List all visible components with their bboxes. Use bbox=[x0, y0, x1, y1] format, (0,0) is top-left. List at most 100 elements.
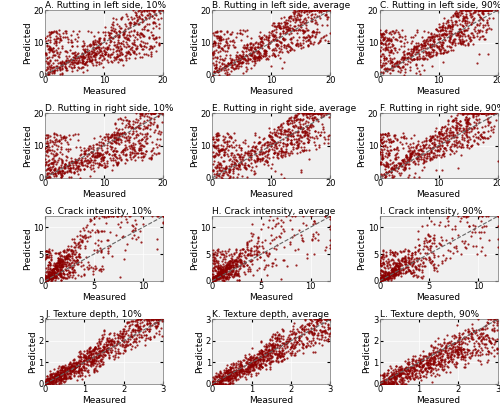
Point bbox=[232, 161, 240, 168]
Point bbox=[438, 24, 446, 31]
Point bbox=[460, 346, 468, 353]
Point bbox=[382, 37, 390, 44]
Point bbox=[214, 272, 222, 278]
Point bbox=[294, 129, 302, 136]
Point bbox=[210, 381, 218, 387]
Point bbox=[78, 60, 86, 67]
Point bbox=[146, 12, 154, 19]
Point bbox=[312, 220, 320, 227]
Point bbox=[232, 264, 239, 271]
Point bbox=[248, 43, 256, 50]
Point bbox=[214, 377, 222, 384]
Point bbox=[66, 271, 74, 278]
Point bbox=[376, 137, 384, 143]
Point bbox=[48, 376, 56, 383]
Point bbox=[56, 370, 64, 376]
Point bbox=[454, 30, 462, 37]
Point bbox=[282, 213, 290, 220]
Point bbox=[444, 213, 452, 220]
Point bbox=[236, 362, 244, 369]
Point bbox=[46, 379, 54, 386]
Point bbox=[220, 54, 228, 61]
Point bbox=[424, 48, 432, 55]
Point bbox=[426, 257, 434, 264]
Point bbox=[224, 367, 232, 374]
Point bbox=[266, 359, 274, 365]
Point bbox=[41, 161, 49, 168]
Point bbox=[422, 37, 430, 44]
Point bbox=[382, 162, 390, 169]
Point bbox=[382, 42, 390, 49]
Point bbox=[257, 352, 265, 359]
Point bbox=[262, 158, 270, 165]
Point bbox=[76, 366, 84, 373]
Point bbox=[468, 19, 476, 26]
Point bbox=[454, 322, 462, 328]
Point bbox=[277, 351, 285, 358]
Point bbox=[78, 50, 86, 57]
Point bbox=[85, 151, 93, 157]
Point bbox=[131, 54, 139, 61]
Point bbox=[222, 39, 230, 46]
Point bbox=[420, 39, 428, 46]
Point bbox=[209, 71, 217, 78]
Point bbox=[408, 364, 416, 371]
Point bbox=[218, 269, 226, 276]
Point bbox=[67, 59, 75, 66]
Point bbox=[208, 275, 216, 281]
Point bbox=[228, 28, 236, 35]
Point bbox=[52, 173, 60, 180]
Point bbox=[227, 63, 235, 70]
Point bbox=[246, 357, 254, 364]
Point bbox=[121, 347, 129, 354]
Point bbox=[227, 67, 235, 74]
Point bbox=[300, 341, 308, 348]
Point bbox=[455, 138, 463, 145]
Point bbox=[256, 149, 264, 155]
Point bbox=[242, 44, 250, 51]
Point bbox=[115, 28, 123, 34]
Point bbox=[155, 327, 163, 334]
Point bbox=[392, 135, 400, 142]
Point bbox=[388, 380, 396, 387]
Point bbox=[325, 333, 333, 339]
Point bbox=[44, 272, 52, 278]
Point bbox=[494, 213, 500, 220]
Point bbox=[135, 327, 143, 334]
Point bbox=[224, 247, 232, 254]
Point bbox=[243, 368, 251, 375]
Point bbox=[300, 110, 308, 117]
Point bbox=[248, 257, 256, 264]
Point bbox=[475, 213, 483, 220]
Point bbox=[442, 32, 450, 39]
Point bbox=[54, 260, 62, 267]
Point bbox=[109, 148, 117, 154]
Point bbox=[381, 381, 389, 387]
Point bbox=[294, 339, 302, 345]
Point bbox=[490, 110, 498, 117]
Point bbox=[244, 55, 252, 62]
Point bbox=[242, 60, 250, 66]
Point bbox=[44, 262, 52, 269]
Point bbox=[294, 42, 302, 49]
Point bbox=[86, 344, 94, 351]
Point bbox=[90, 32, 98, 39]
Point bbox=[42, 276, 50, 283]
Point bbox=[324, 7, 332, 14]
Point bbox=[391, 249, 399, 255]
Point bbox=[83, 359, 91, 366]
Point bbox=[237, 369, 245, 376]
Point bbox=[57, 37, 65, 44]
Point bbox=[303, 131, 311, 137]
Point bbox=[288, 118, 296, 125]
Point bbox=[233, 272, 241, 278]
Point bbox=[311, 349, 319, 355]
Point bbox=[376, 161, 384, 167]
Point bbox=[214, 276, 222, 282]
Point bbox=[402, 257, 410, 264]
Point bbox=[106, 341, 114, 348]
Point bbox=[405, 361, 413, 367]
Point bbox=[154, 316, 162, 323]
Point bbox=[444, 350, 452, 356]
Point bbox=[409, 361, 417, 367]
